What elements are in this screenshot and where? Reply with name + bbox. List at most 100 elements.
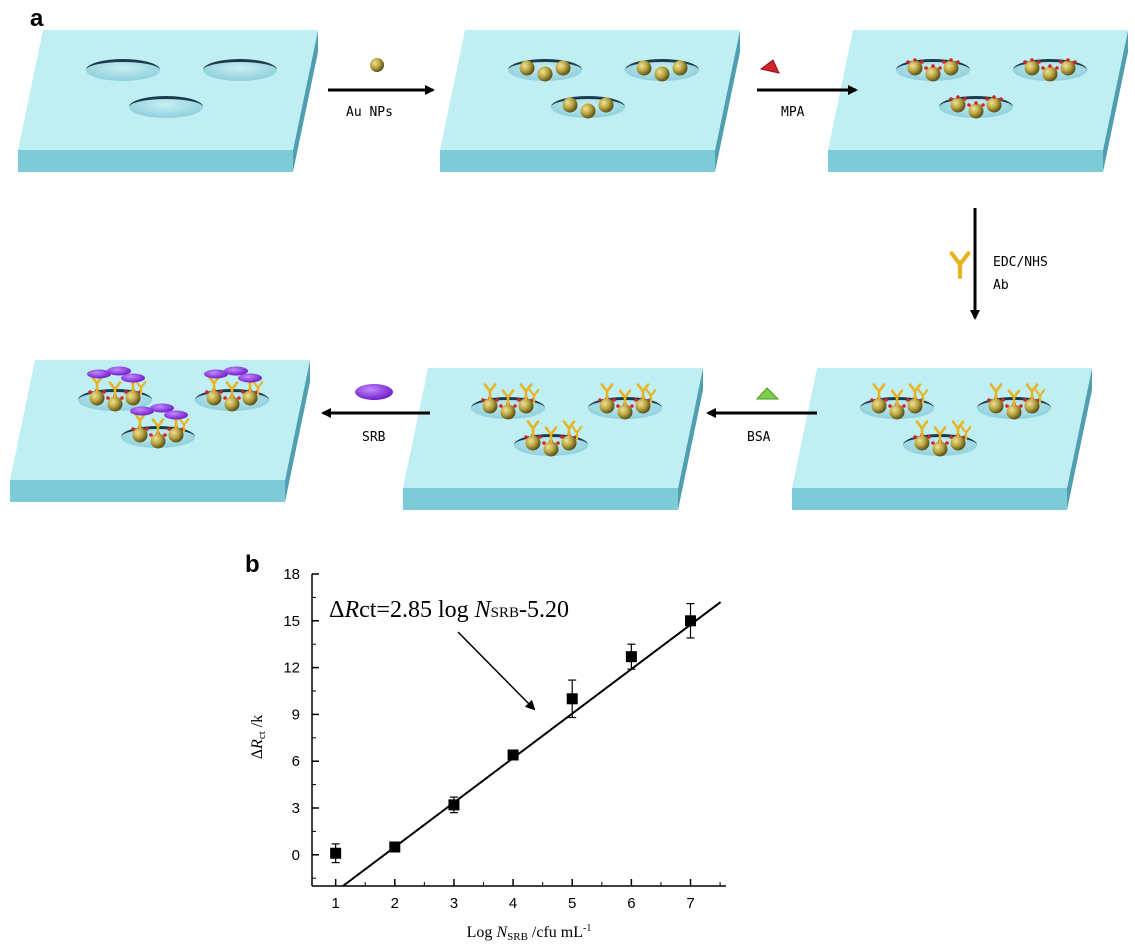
gold-nanoparticle-icon (1024, 398, 1040, 414)
antibody-icon (1034, 389, 1046, 404)
srb-bacteria-icon (355, 384, 393, 400)
mpa-icon (981, 103, 985, 107)
mpa-icon (538, 435, 542, 439)
gold-nanoparticle-icon (914, 435, 930, 451)
mpa-icon (938, 66, 942, 70)
x-axis-label-n: N (495, 924, 508, 941)
antibody-icon (483, 383, 497, 401)
mpa-icon (888, 404, 892, 408)
label-mpa: MPA (781, 105, 805, 120)
antibody-icon (960, 426, 972, 441)
antibody-icon (252, 381, 264, 396)
gold-nanoparticle-icon (988, 398, 1004, 414)
mpa-icon (1048, 64, 1052, 68)
antibody-icon (108, 381, 122, 399)
srb-bacteria-icon (107, 366, 131, 376)
plate-top-face (18, 30, 318, 150)
gold-nanoparticle-icon (1060, 60, 1076, 76)
gold-nanoparticle-icon (950, 435, 966, 451)
well (860, 383, 934, 420)
x-axis-label-unit: /cfu mL (528, 924, 583, 941)
well (896, 58, 970, 82)
antibody-icon (908, 383, 922, 401)
y-axis-label-delta: Δ (249, 749, 266, 759)
mpa-icon (499, 404, 503, 408)
mpa-icon (517, 398, 521, 402)
well (86, 59, 160, 81)
label-ab: Ab (993, 278, 1009, 293)
panel-a-letter: a (30, 5, 44, 32)
gold-nanoparticle-icon (89, 390, 105, 406)
mpa-icon (598, 398, 602, 402)
mpa-icon (556, 441, 560, 445)
mpa-icon (131, 427, 135, 431)
well (471, 383, 545, 420)
gold-nanoparticle-icon (125, 390, 141, 406)
mpa-icon (1066, 58, 1070, 62)
gold-nanoparticle-icon (370, 58, 384, 72)
label-au-nps: Au NPs (346, 105, 393, 120)
y-tick-label: 3 (292, 800, 300, 817)
gold-nanoparticle-icon (562, 97, 578, 113)
mpa-icon (241, 390, 245, 394)
data-point (330, 843, 342, 864)
plate-front-face (828, 150, 1103, 172)
mpa-icon (205, 390, 209, 394)
mpa-icon (1073, 60, 1077, 64)
plate-bsa (403, 368, 703, 510)
x-tick-label: 2 (391, 895, 399, 912)
antibody-icon (528, 389, 540, 404)
x-axis-label: Log NSRB /cfu mL-1 (467, 923, 592, 943)
mpa-icon (524, 435, 528, 439)
gold-nanoparticle-icon (950, 97, 966, 113)
y-tick-label: 0 (292, 847, 300, 864)
gold-nanoparticle-icon (925, 66, 941, 82)
y-axis-label-sub: ct (256, 731, 268, 739)
plate-au-nps (440, 30, 740, 172)
mpa-icon (634, 398, 638, 402)
mpa-icon (945, 441, 949, 445)
well (1013, 58, 1087, 82)
mpa-icon (616, 404, 620, 408)
label-srb: SRB (362, 430, 386, 445)
plate-front-face (10, 480, 285, 502)
plate-top-face (403, 368, 703, 488)
gold-nanoparticle-icon (519, 60, 535, 76)
gold-nanoparticle-icon (654, 66, 670, 82)
mpa-icon (985, 97, 989, 101)
gold-nanoparticle-icon (1024, 60, 1040, 76)
x-tick-label: 6 (627, 895, 635, 912)
well-floor (129, 96, 203, 118)
mpa-icon (1005, 404, 1009, 408)
mpa-icon (1023, 398, 1027, 402)
y-axis-label-unit: /k (249, 715, 266, 731)
mpa-icon (913, 58, 917, 62)
mpa-icon (149, 433, 153, 437)
mpa-icon (542, 441, 546, 445)
mpa-icon (992, 95, 996, 99)
gold-nanoparticle-icon (672, 60, 688, 76)
well (508, 59, 582, 82)
gold-nanoparticle-icon (598, 97, 614, 113)
fit-equation-sub: SRB (491, 605, 519, 621)
gold-nanoparticle-icon (599, 398, 615, 414)
antibody-icon (178, 418, 190, 433)
gold-nanoparticle-icon (635, 398, 651, 414)
well (514, 420, 588, 457)
gold-nanoparticle-icon (150, 433, 166, 449)
plate-top-face (792, 368, 1092, 488)
y-tick-label: 18 (283, 566, 300, 583)
fit-equation-body: ct=2.85 log (359, 597, 475, 623)
bsa-icon (755, 387, 780, 400)
data-point (625, 643, 637, 670)
data-point-marker (389, 841, 401, 853)
well-rim (129, 96, 203, 107)
gold-nanoparticle-icon (907, 398, 923, 414)
mpa-icon (630, 404, 634, 408)
gold-nanoparticle-icon (617, 404, 633, 420)
gold-nanoparticle-icon (871, 398, 887, 414)
gold-nanoparticle-icon (561, 435, 577, 451)
data-point (566, 679, 578, 719)
